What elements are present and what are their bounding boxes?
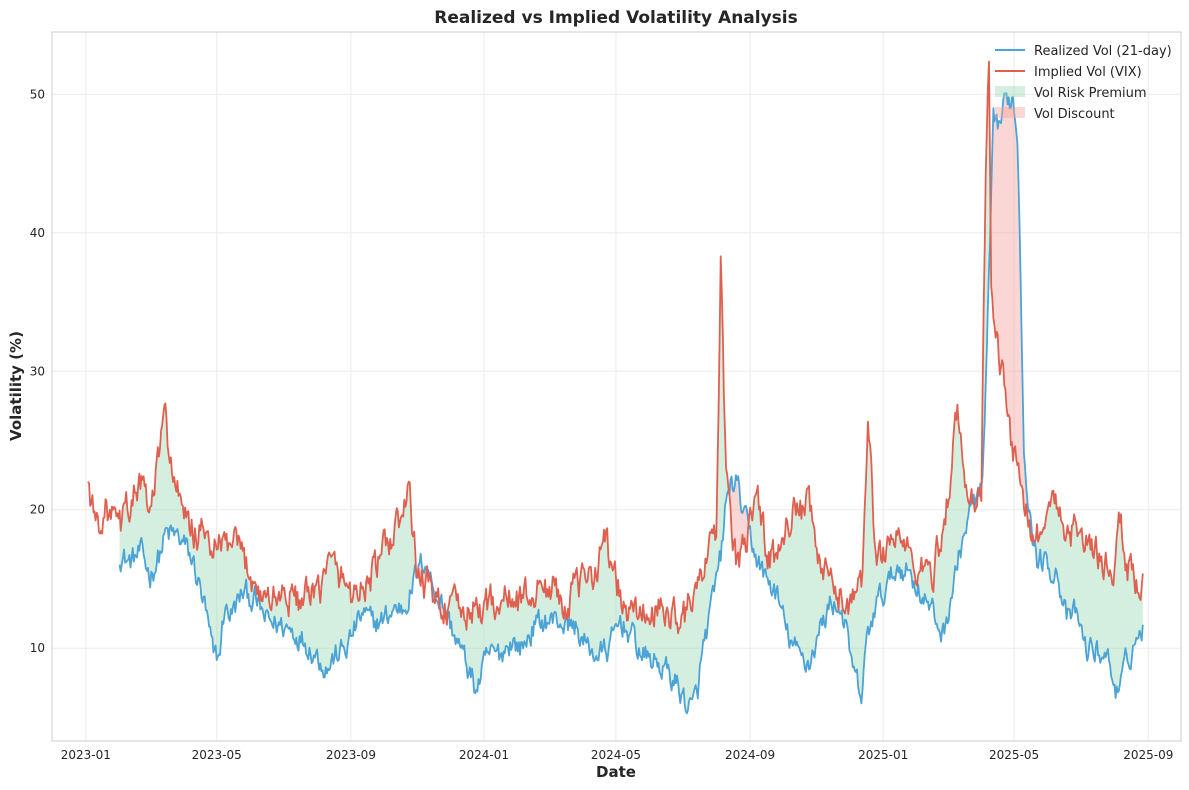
x-tick-label: 2023-05 xyxy=(192,748,242,762)
legend-swatch-fill xyxy=(995,86,1025,97)
x-tick-label: 2024-09 xyxy=(725,748,775,762)
y-tick-label: 40 xyxy=(30,226,45,240)
vol-risk-premium-area xyxy=(749,404,973,704)
x-tick-label: 2023-09 xyxy=(326,748,376,762)
x-tick-label: 2024-01 xyxy=(459,748,509,762)
plot-frame xyxy=(51,31,1182,742)
y-tick-label: 30 xyxy=(30,364,45,378)
vol-risk-premium-area xyxy=(982,61,992,477)
y-tick-label: 50 xyxy=(30,87,45,101)
implied-vol-line xyxy=(87,60,1144,635)
tick-labels: 2023-01 2023-05 2023-09 2024-01 2024-05 2024-… xyxy=(30,87,1174,762)
legend: Realized Vol (21-day) Implied Vol (VIX) Vo… xyxy=(995,44,1172,122)
chart-title: Realized vs Implied Volatility Analysis xyxy=(434,8,798,28)
y-tick-label: 10 xyxy=(30,641,45,655)
legend-label: Realized Vol (21-day) xyxy=(1034,44,1172,59)
x-tick-label: 2025-05 xyxy=(989,748,1039,762)
grid xyxy=(52,32,1181,741)
legend-label: Vol Discount xyxy=(1034,107,1115,122)
vol-risk-premium-area xyxy=(568,256,731,714)
x-tick-label: 2025-09 xyxy=(1123,748,1173,762)
vol-risk-premium-area xyxy=(448,576,566,694)
legend-swatch-fill xyxy=(995,107,1025,118)
x-tick-label: 2023-01 xyxy=(61,748,111,762)
y-tick-label: 20 xyxy=(30,503,45,517)
y-axis-title: Volatility (%) xyxy=(7,331,25,441)
vol-discount-area xyxy=(991,93,1033,545)
vol-risk-premium-area xyxy=(1035,490,1143,699)
x-axis-title: Date xyxy=(596,763,636,781)
x-tick-label: 2025-01 xyxy=(858,748,908,762)
series-lines xyxy=(87,60,1144,715)
legend-label: Vol Risk Premium xyxy=(1034,86,1147,101)
legend-label: Implied Vol (VIX) xyxy=(1034,65,1142,80)
x-tick-label: 2024-05 xyxy=(591,748,641,762)
